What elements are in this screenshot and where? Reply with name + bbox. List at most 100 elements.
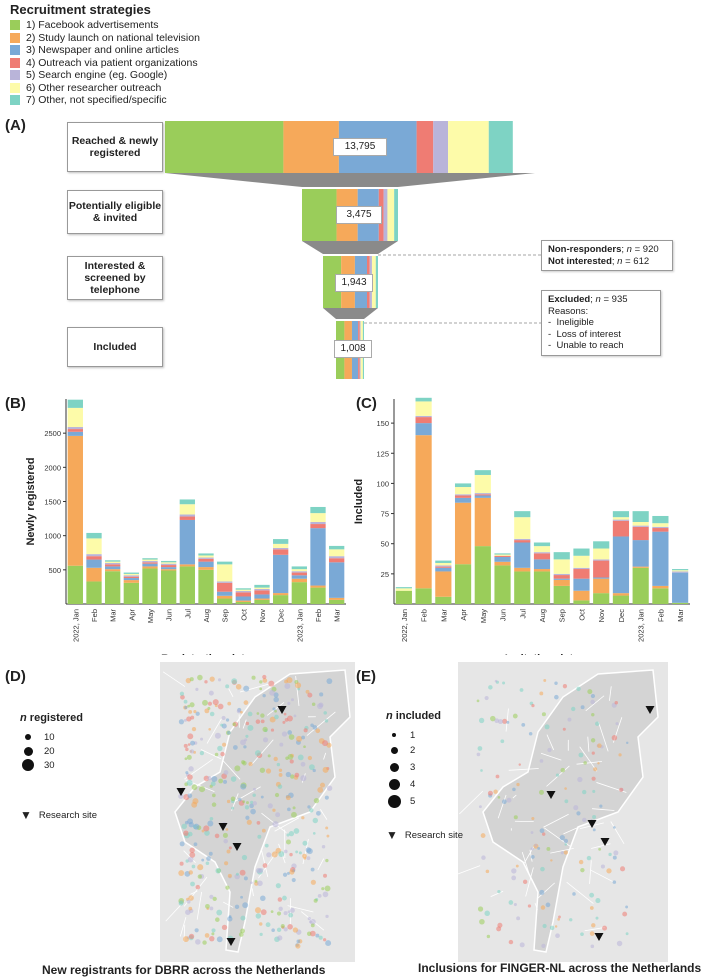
road-line (222, 760, 241, 780)
map-point (544, 724, 550, 730)
bar-segment (672, 571, 689, 573)
map-d-caption: New registrants for DBRR across the Neth… (42, 963, 326, 977)
map-point (212, 896, 217, 902)
map-point (530, 855, 535, 859)
map-point (178, 793, 184, 799)
map-point (592, 828, 596, 832)
x-tick-label: Jun (499, 609, 508, 621)
x-axis-label: Registration date (161, 653, 251, 655)
map-point (282, 895, 287, 901)
map-point (531, 704, 535, 708)
map-point (587, 689, 593, 695)
bar-segment (254, 598, 270, 600)
map-point (224, 861, 229, 866)
bar-segment (198, 555, 214, 558)
map-point (184, 757, 188, 761)
x-tick-label: Mar (676, 609, 685, 622)
map-point (206, 856, 211, 861)
bar-segment (474, 497, 491, 547)
x-tick-label: Jun (165, 609, 174, 621)
bar-segment (672, 569, 689, 571)
map-point (554, 681, 558, 685)
bar-segment (415, 415, 432, 418)
map-point (319, 692, 324, 697)
map-point (225, 828, 229, 831)
map-point (294, 772, 300, 778)
map-point (622, 911, 628, 917)
map-point (178, 870, 185, 876)
bar-segment (612, 593, 630, 596)
bar-segment (142, 560, 158, 563)
bar-segment (672, 570, 689, 572)
x-tick-label: 2023, Jan (295, 609, 304, 642)
map-point (577, 776, 583, 783)
bar-segment (123, 578, 139, 581)
bar-segment (395, 590, 412, 604)
legend-label: 6) Other researcher outreach (26, 81, 162, 94)
map-point (238, 797, 242, 802)
bar-segment (198, 557, 214, 559)
bar-segment (533, 552, 551, 554)
map-point (576, 811, 581, 816)
reason-item: - Loss of interest (548, 328, 621, 340)
map-point (211, 928, 216, 933)
funnel-segment (416, 121, 434, 173)
map-point (591, 751, 595, 755)
map-point (274, 714, 279, 720)
bar-segment (105, 561, 121, 563)
map-point (508, 939, 514, 945)
map-point (235, 872, 239, 876)
road-line (592, 808, 615, 811)
map-point (198, 786, 206, 793)
map-point (260, 719, 265, 724)
legend-item: 2) Study launch on national television (10, 32, 200, 45)
funnel-segment (302, 189, 337, 241)
map-registrants (160, 662, 355, 962)
bar-segment (573, 569, 590, 579)
map-point (276, 762, 281, 767)
map-point (185, 771, 189, 775)
map-point (295, 850, 299, 854)
bar-segment (514, 511, 531, 518)
bar-segment (217, 595, 233, 599)
map-point (260, 895, 266, 902)
map-point (266, 852, 272, 858)
map-point (209, 817, 214, 821)
bar-segment (415, 397, 432, 402)
map-point (626, 741, 629, 745)
map-point (322, 740, 329, 747)
bar-segment (86, 559, 102, 568)
y-tick-label: 100 (376, 479, 389, 488)
excluded-n: 935 (611, 294, 628, 305)
map-point (259, 767, 266, 773)
bar-segment (105, 564, 121, 567)
map-point (261, 828, 266, 833)
map-point (502, 799, 507, 804)
map-point (614, 701, 618, 705)
bar-segment (86, 581, 102, 604)
bar-segment (310, 528, 326, 586)
bar-segment (553, 578, 570, 580)
funnel-segment (323, 256, 342, 308)
map-point (274, 709, 277, 713)
map-point (271, 928, 275, 932)
bar-segment (291, 582, 307, 604)
road-line (497, 794, 507, 819)
map-point (226, 849, 231, 854)
bar-segment (553, 559, 570, 574)
research-site-marker (546, 791, 556, 799)
map-point (249, 803, 254, 809)
bar-segment (86, 567, 102, 582)
map-point (619, 787, 624, 792)
bar-segment (86, 538, 102, 555)
size-label: 4 (410, 779, 416, 790)
map-point (204, 680, 208, 684)
map-point (497, 889, 501, 894)
road-line (521, 851, 530, 874)
map-point (326, 834, 330, 838)
strategy-legend: Recruitment strategies 1) Facebook adver… (10, 2, 200, 107)
size-label: 30 (44, 759, 55, 771)
road-line (274, 817, 300, 832)
y-tick-label: 1500 (44, 498, 61, 507)
map-point (214, 752, 219, 757)
